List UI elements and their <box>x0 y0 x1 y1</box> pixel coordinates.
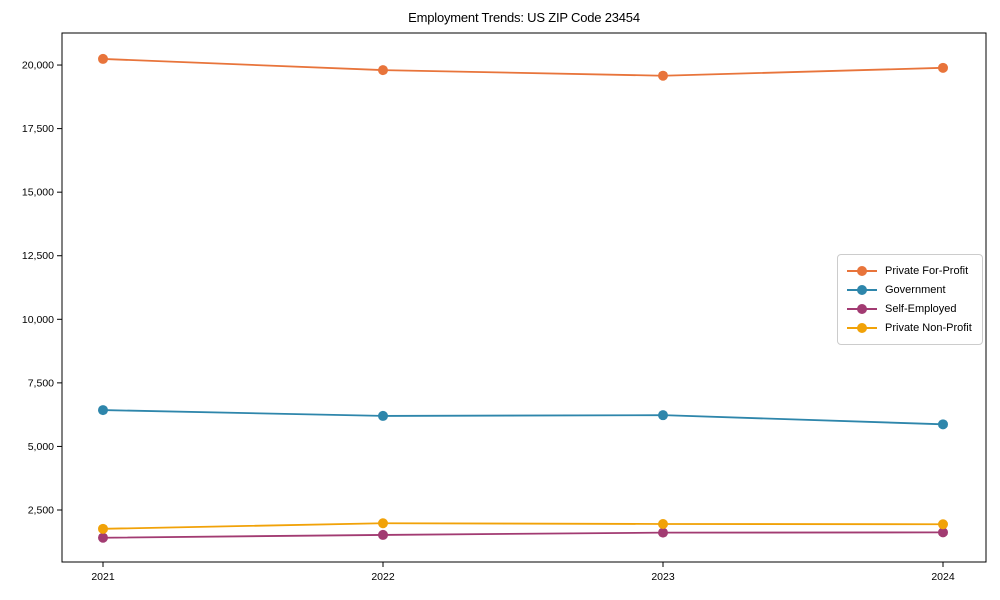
y-tick-label: 2,500 <box>28 505 54 517</box>
legend-label: Private For-Profit <box>885 265 969 278</box>
legend-item-private-non-profit: Private Non-Profit <box>847 319 973 337</box>
series-line-private-for-profit <box>102 58 944 77</box>
series-line-government <box>102 409 944 426</box>
y-tick-label: 15,000 <box>22 187 54 199</box>
y-tick-label: 5,000 <box>28 441 54 453</box>
y-tick-label: 10,000 <box>22 314 54 326</box>
data-point-self-employed-2023 <box>658 527 668 538</box>
x-tick-label: 2022 <box>371 571 395 583</box>
data-point-private-non-profit-2024 <box>938 519 948 530</box>
data-point-private-non-profit-2023 <box>658 518 668 529</box>
legend-marker-icon <box>847 303 877 314</box>
series-line-private-non-profit <box>102 522 944 530</box>
data-point-private-non-profit-2021 <box>98 523 108 534</box>
data-point-government-2024 <box>938 419 948 430</box>
legend-label: Government <box>885 284 946 297</box>
data-point-private-for-profit-2022 <box>378 65 388 76</box>
legend-label: Self-Employed <box>885 302 957 315</box>
y-tick-label: 17,500 <box>22 123 54 135</box>
legend-marker-icon <box>847 266 877 277</box>
data-point-private-non-profit-2022 <box>378 518 388 529</box>
y-tick-label: 20,000 <box>22 60 54 72</box>
data-point-self-employed-2022 <box>378 529 388 540</box>
x-tick-label: 2021 <box>91 571 115 583</box>
chart-title: Employment Trends: US ZIP Code 23454 <box>408 10 640 25</box>
data-point-private-for-profit-2024 <box>938 62 948 73</box>
x-tick-label: 2024 <box>931 571 955 583</box>
data-point-private-for-profit-2023 <box>658 70 668 81</box>
legend-label: Private Non-Profit <box>885 321 972 334</box>
plot-border <box>61 32 987 563</box>
legend-marker-icon <box>847 322 877 333</box>
data-point-government-2022 <box>378 410 388 421</box>
data-point-self-employed-2024 <box>938 527 948 538</box>
y-tick-label: 12,500 <box>22 250 54 262</box>
data-point-self-employed-2021 <box>98 532 108 543</box>
legend-marker-icon <box>847 285 877 296</box>
legend-item-self-employed: Self-Employed <box>847 300 973 318</box>
x-tick-label: 2023 <box>651 571 675 583</box>
legend: Private For-Profit Government Self-Employe… <box>837 254 983 345</box>
data-point-government-2023 <box>658 410 668 421</box>
y-tick-label: 7,500 <box>28 377 54 389</box>
legend-item-private-for-profit: Private For-Profit <box>847 262 973 280</box>
series-line-self-employed <box>102 531 944 539</box>
data-point-private-for-profit-2021 <box>98 53 108 64</box>
data-point-government-2021 <box>98 405 108 416</box>
legend-item-government: Government <box>847 281 973 299</box>
